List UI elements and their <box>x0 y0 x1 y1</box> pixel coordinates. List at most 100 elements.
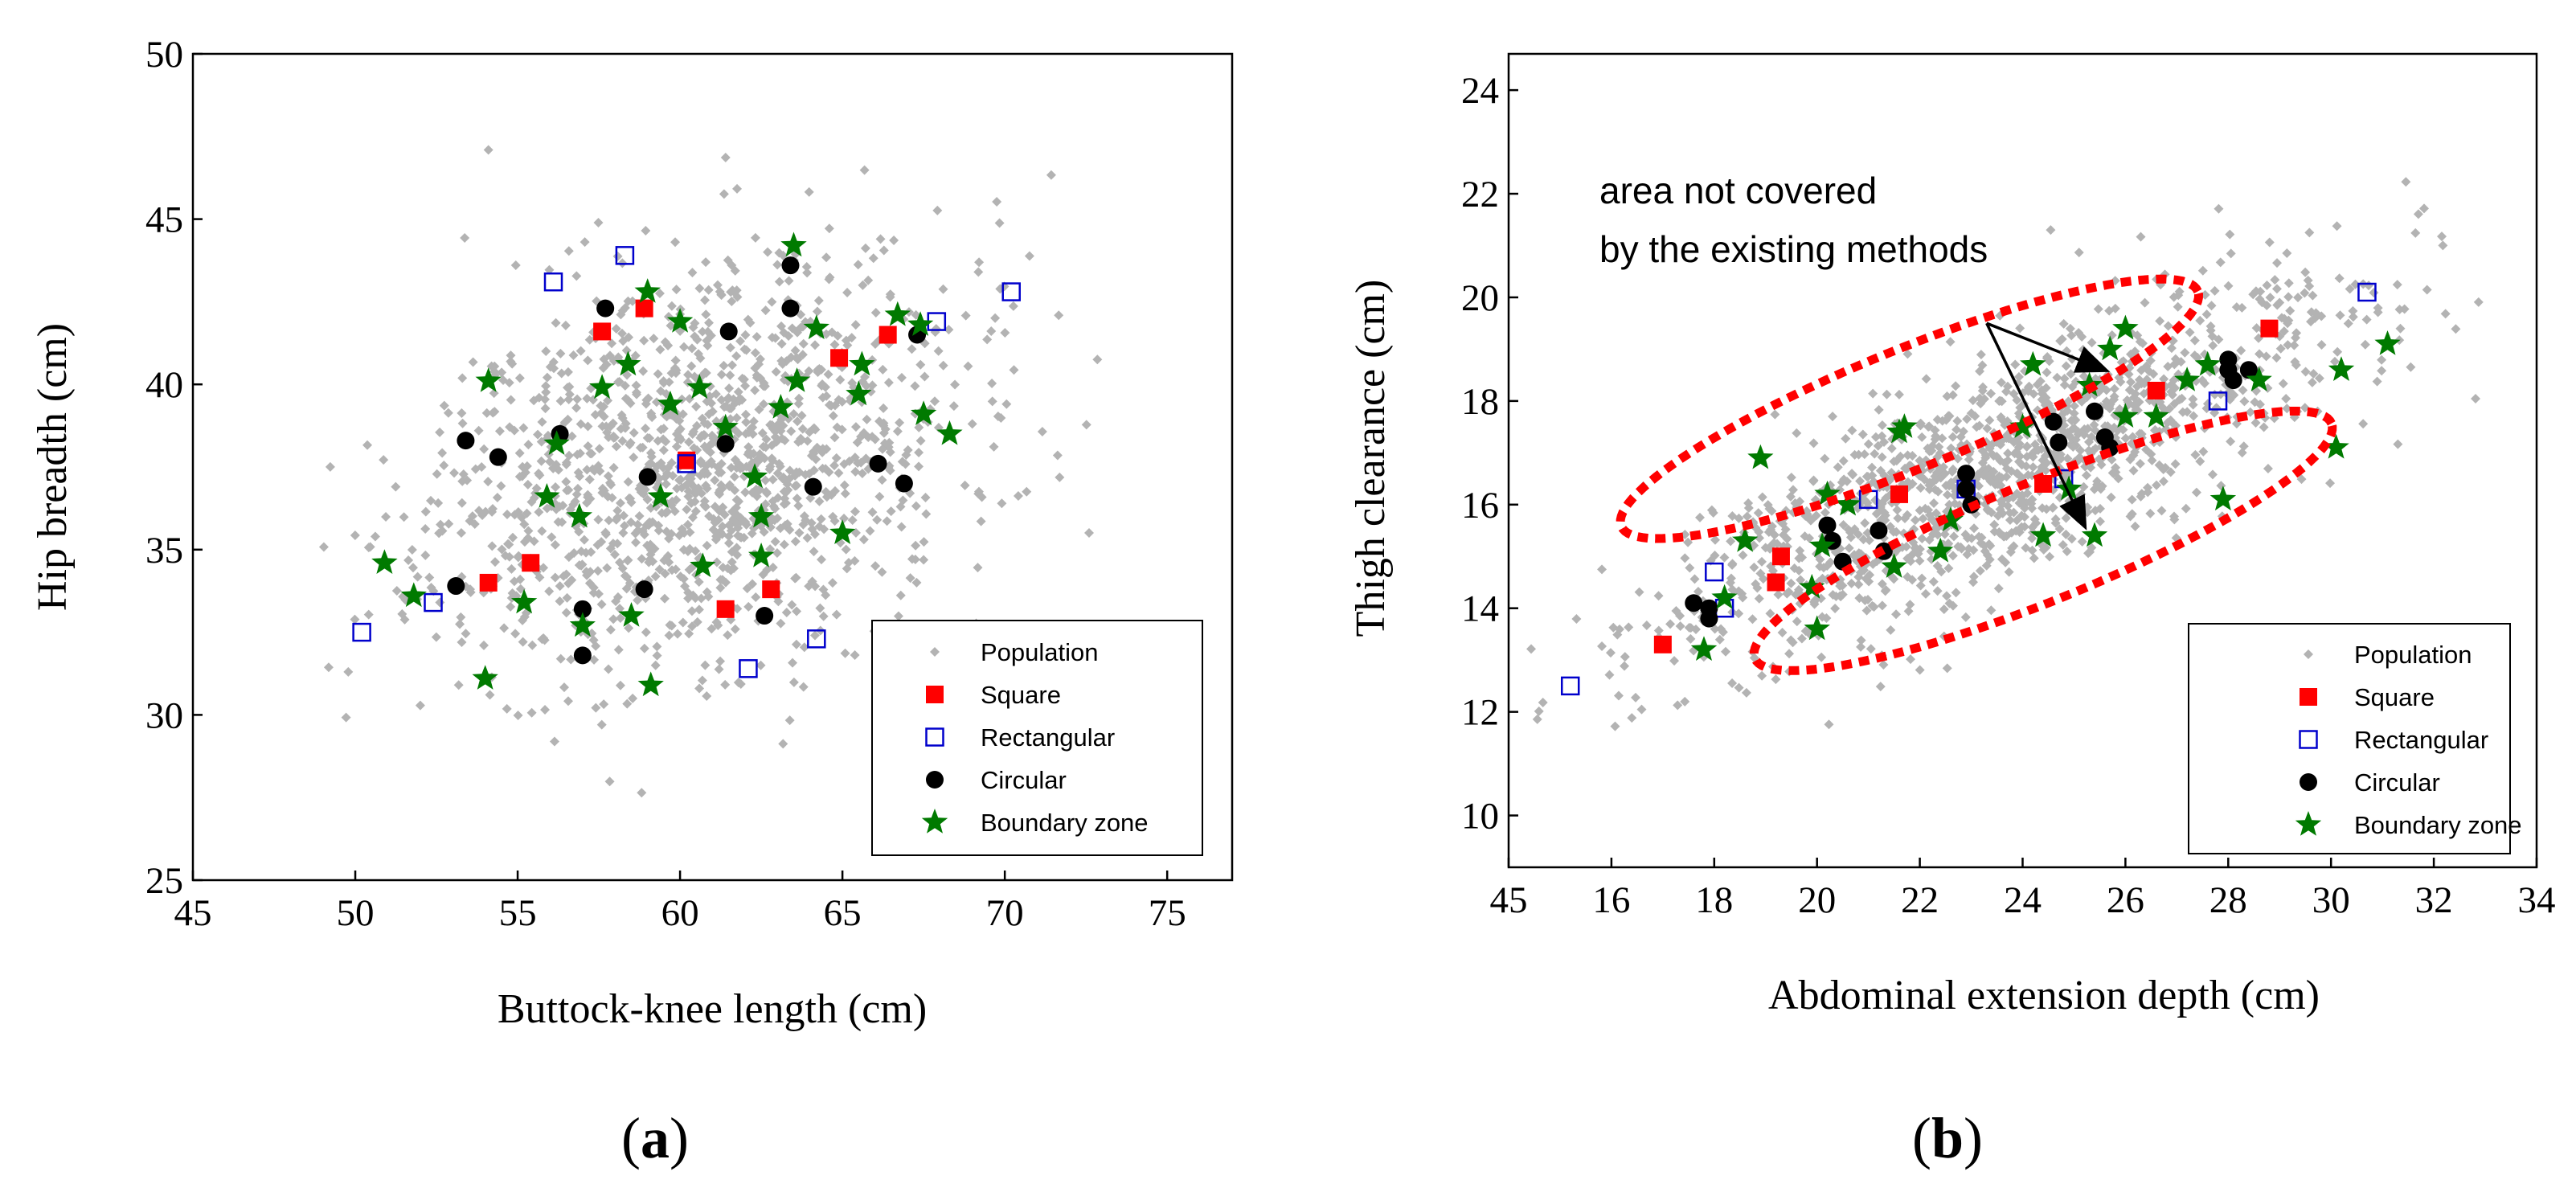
population-point <box>1847 425 1857 436</box>
population-point <box>900 459 911 469</box>
population-point <box>772 260 783 270</box>
population-point <box>1902 349 1913 359</box>
population-point <box>637 442 648 453</box>
population-point <box>850 650 860 661</box>
population-point <box>487 506 498 517</box>
population-point <box>2191 487 2201 498</box>
population-point <box>2300 267 2311 277</box>
population-point <box>704 409 715 420</box>
population-point <box>684 436 694 447</box>
population-point <box>2245 407 2255 417</box>
population-point <box>2343 318 2353 329</box>
population-point <box>596 537 607 547</box>
population-point <box>468 357 478 367</box>
population-point <box>514 472 525 482</box>
population-point <box>1865 644 1876 654</box>
population-point <box>807 576 817 587</box>
population-point <box>2003 501 2013 511</box>
population-point <box>1997 396 2007 407</box>
population-point <box>2304 227 2315 238</box>
population-point <box>555 581 565 592</box>
population-point <box>674 531 685 541</box>
population-point <box>2141 444 2152 455</box>
x-tick-label: 18 <box>1695 879 1733 921</box>
population-point <box>2140 297 2150 308</box>
population-point <box>1854 593 1865 604</box>
population-point <box>2145 508 2156 518</box>
boundary-point <box>2143 403 2169 428</box>
circular-point <box>804 477 822 496</box>
y-axis-label-b: Thigh clearance (cm) <box>1348 280 1394 637</box>
population-point <box>1951 424 1962 435</box>
population-point <box>2028 462 2038 473</box>
population-point <box>2436 231 2447 242</box>
population-point <box>1947 432 1958 442</box>
population-point <box>2393 439 2403 449</box>
y-tick-label: 12 <box>1461 692 1499 734</box>
x-axis-ticks-a: 45 50 55 60 65 70 75 <box>174 871 1186 934</box>
population-point <box>665 620 675 630</box>
population-point <box>758 441 768 452</box>
population-point <box>728 563 739 574</box>
rectangular-point <box>1705 562 1724 582</box>
population-point <box>515 584 526 594</box>
population-point <box>1917 573 1927 584</box>
population-point <box>513 710 523 720</box>
population-point <box>1932 415 1943 425</box>
population-point <box>561 459 571 469</box>
population-point <box>599 354 609 364</box>
population-point <box>719 360 729 371</box>
square-point <box>593 322 612 341</box>
x-tick-label: 55 <box>499 892 537 934</box>
population-point <box>433 498 444 508</box>
population-point <box>716 395 727 405</box>
population-point <box>653 520 664 531</box>
population-point <box>686 343 697 354</box>
population-point <box>829 516 840 526</box>
y-tick-label: 40 <box>145 364 183 406</box>
population-point <box>699 496 710 506</box>
boundary-point <box>1808 532 1836 558</box>
population-point <box>559 571 569 581</box>
population-point <box>553 517 563 527</box>
population-point <box>870 339 881 350</box>
population-point <box>911 577 922 588</box>
population-point <box>572 394 583 404</box>
population-point <box>2046 225 2056 236</box>
population-point <box>862 414 872 424</box>
population-point <box>1755 533 1765 543</box>
population-point <box>659 555 670 566</box>
population-point <box>1952 416 1963 426</box>
population-point <box>1969 523 1980 534</box>
population-point <box>778 739 788 749</box>
population-point <box>479 444 489 454</box>
population-point <box>774 277 784 287</box>
population-point <box>2207 469 2218 480</box>
y-tick-label: 22 <box>1461 174 1499 215</box>
population-point <box>1849 551 1859 561</box>
population-point <box>1785 491 1796 502</box>
population-point <box>641 627 651 637</box>
population-point <box>839 513 850 523</box>
population-point <box>1624 622 1634 633</box>
population-point <box>825 272 835 283</box>
population-point <box>2042 351 2053 362</box>
circular-point <box>573 600 592 618</box>
population-point <box>1685 563 1695 573</box>
population-point <box>2067 424 2078 434</box>
circular-point <box>1685 594 1703 612</box>
y-tick-label: 16 <box>1461 485 1499 526</box>
population-point <box>791 467 801 477</box>
population-point <box>702 444 712 455</box>
population-point <box>858 428 869 438</box>
population-point <box>2109 422 2119 432</box>
population-point <box>2401 177 2411 187</box>
population-point <box>2174 286 2185 297</box>
population-point <box>1538 697 1548 707</box>
population-point <box>1631 692 1641 703</box>
population-point <box>1861 605 1872 616</box>
population-point <box>781 608 792 618</box>
population-point <box>914 461 924 472</box>
population-point <box>1693 586 1703 596</box>
population-point <box>2185 327 2195 338</box>
